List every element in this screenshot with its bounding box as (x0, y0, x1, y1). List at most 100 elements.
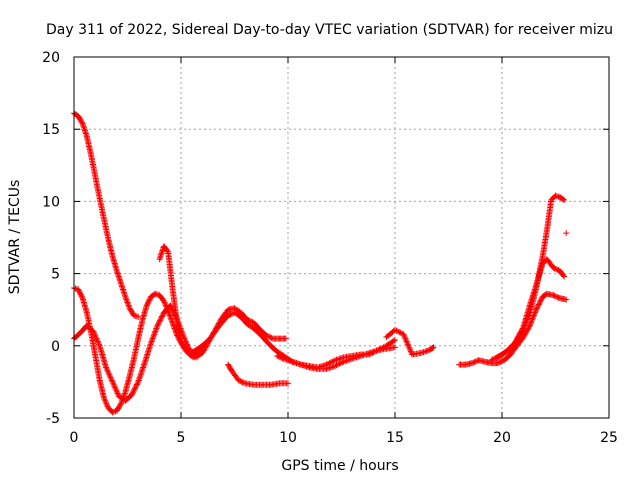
data-point (96, 342, 109, 369)
data-point (212, 320, 224, 335)
data-point (383, 337, 398, 349)
data-point (426, 344, 437, 354)
data-point (130, 312, 142, 320)
series-track-1 (71, 110, 142, 320)
series-track-5 (225, 361, 291, 388)
data-point (96, 377, 107, 400)
data-point (556, 194, 568, 203)
data-point (101, 394, 111, 410)
data-point (218, 307, 231, 322)
data-marks (71, 110, 570, 416)
data-point (180, 332, 192, 352)
data-point (244, 321, 256, 331)
data-point (323, 358, 337, 368)
data-point (92, 173, 103, 200)
data-point (96, 195, 107, 221)
data-point (165, 248, 176, 290)
data-point (169, 285, 180, 322)
data-point (195, 344, 205, 355)
data-point (533, 261, 546, 289)
data-point (75, 113, 85, 126)
data-point (173, 316, 184, 342)
data-point (92, 352, 103, 382)
data-point (272, 347, 286, 359)
data-point (494, 357, 506, 367)
data-point (105, 404, 115, 415)
data-point (539, 228, 550, 260)
series-track-10 (494, 256, 568, 361)
series-track-7 (383, 326, 437, 358)
y-tick-label: -5 (46, 411, 60, 427)
series-track-3 (71, 302, 289, 404)
x-tick-label: 0 (70, 430, 79, 446)
data-point (83, 133, 94, 157)
data-point (128, 380, 141, 398)
data-point (190, 349, 201, 361)
y-axis-label: SDTVAR / TECUs (7, 180, 23, 295)
y-tick-label: 20 (42, 50, 60, 66)
data-point (105, 235, 116, 258)
series-track-8 (456, 290, 570, 368)
data-point (231, 309, 243, 320)
data-point (109, 378, 122, 398)
data-point (257, 331, 269, 344)
data-point (276, 335, 289, 342)
data-point (257, 326, 269, 338)
data-point (511, 325, 526, 346)
data-point (374, 343, 388, 354)
data-point (156, 292, 166, 303)
data-point (148, 324, 160, 346)
data-point (113, 267, 124, 286)
data-point (83, 322, 96, 334)
data-point (130, 337, 141, 362)
data-point (101, 215, 111, 241)
data-point (90, 328, 102, 348)
data-point (501, 352, 513, 364)
data-point (550, 264, 562, 274)
data-point (122, 392, 134, 404)
y-tick-label: 0 (51, 339, 60, 355)
series-track-6 (274, 337, 398, 371)
data-point (543, 256, 556, 270)
data-point (366, 347, 380, 358)
x-tick-label: 20 (493, 430, 511, 446)
data-point (79, 120, 90, 138)
data-point (526, 283, 539, 309)
data-point (494, 349, 509, 361)
data-point (244, 316, 256, 326)
data-point (113, 401, 124, 414)
data-point (263, 332, 275, 341)
data-point (199, 338, 211, 349)
data-point (237, 309, 250, 322)
data-point (79, 295, 90, 315)
data-point (520, 323, 533, 341)
data-point (237, 313, 250, 327)
x-axis-label: GPS time / hours (281, 458, 398, 474)
data-point (533, 295, 545, 313)
data-point (229, 368, 241, 383)
data-point (75, 286, 85, 300)
data-point (135, 361, 148, 385)
data-point (548, 193, 558, 203)
data-point (205, 329, 218, 343)
data-point (552, 192, 562, 200)
y-tick-label: 10 (42, 194, 60, 210)
data-point (400, 331, 415, 356)
data-point (182, 347, 192, 357)
data-point (507, 344, 520, 358)
data-point (556, 295, 570, 303)
data-point (141, 341, 154, 367)
x-tick-label: 5 (177, 430, 186, 446)
data-point (122, 374, 133, 395)
data-point (135, 318, 146, 342)
y-tick-label: 15 (42, 122, 60, 138)
y-tick-label: 5 (51, 267, 60, 283)
data-point (225, 361, 235, 374)
data-point (109, 408, 119, 416)
plot-frame (73, 56, 610, 419)
data-point (526, 308, 539, 329)
x-tick-label: 15 (386, 430, 404, 446)
data-point (178, 337, 188, 352)
data-point (250, 325, 263, 337)
data-point (126, 305, 137, 318)
